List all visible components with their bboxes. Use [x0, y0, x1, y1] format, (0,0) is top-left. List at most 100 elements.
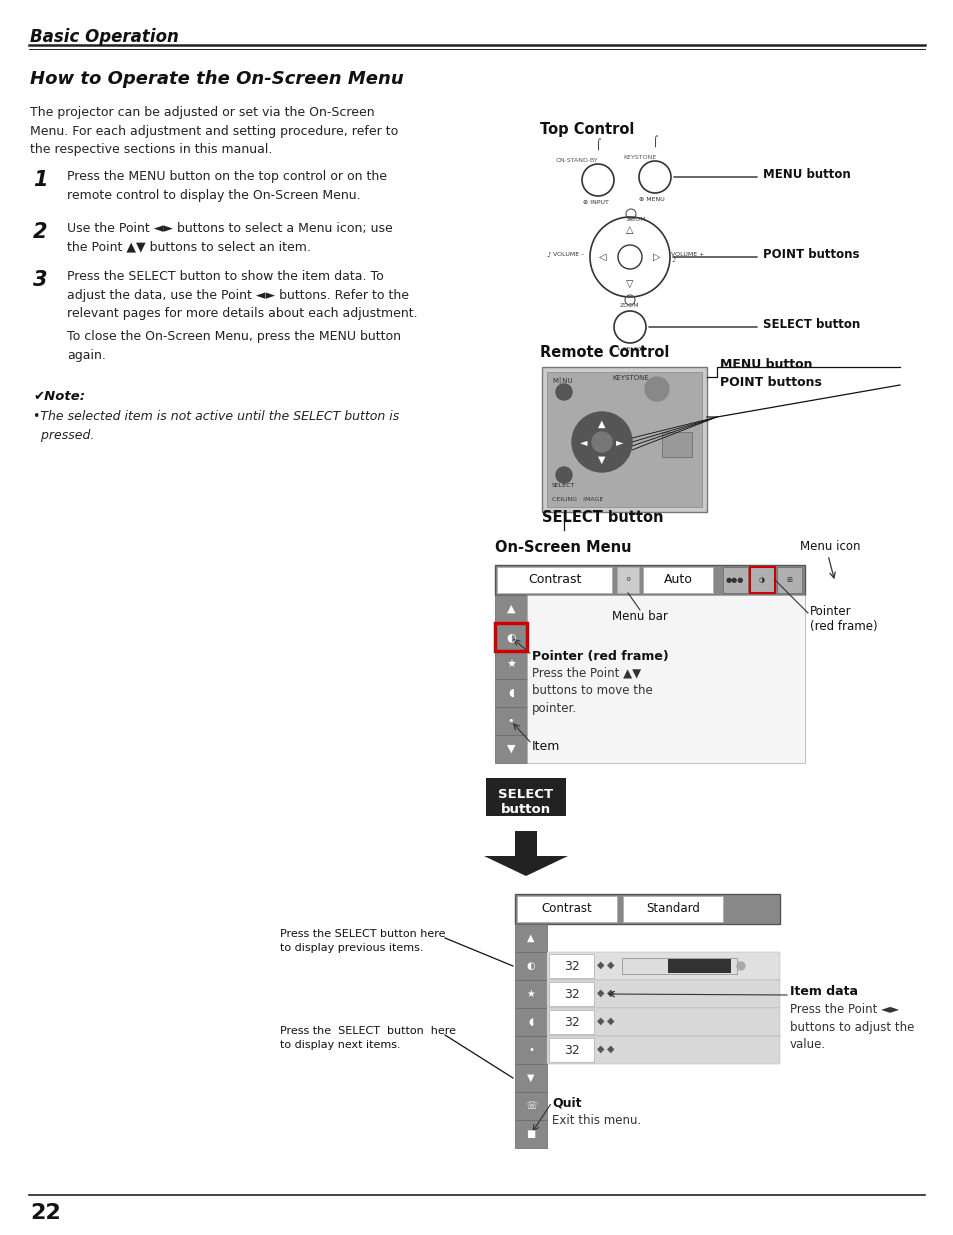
Text: ♪: ♪: [670, 257, 675, 263]
Text: ►: ►: [616, 437, 623, 447]
Bar: [546, 981, 780, 1008]
Text: Standard: Standard: [645, 902, 700, 915]
Text: SELECT button: SELECT button: [541, 510, 662, 525]
Text: POINT buttons: POINT buttons: [720, 375, 821, 389]
Bar: [776, 567, 801, 593]
Text: ●●●: ●●●: [725, 577, 743, 583]
Text: ◆: ◆: [606, 960, 614, 969]
Text: ▲: ▲: [506, 604, 515, 614]
Text: ✔Note:: ✔Note:: [33, 390, 85, 403]
Text: ⊕ INPUT: ⊕ INPUT: [582, 200, 608, 205]
Text: Contrast: Contrast: [541, 902, 592, 915]
Bar: [667, 960, 731, 973]
Text: Press the MENU button on the top control or on the
remote control to display the: Press the MENU button on the top control…: [67, 170, 387, 201]
Text: ◑: ◑: [759, 577, 764, 583]
Text: MENU button: MENU button: [720, 357, 812, 370]
Bar: [515, 952, 546, 981]
Text: On-Screen Menu: On-Screen Menu: [495, 540, 631, 555]
Text: Pointer (red frame): Pointer (red frame): [532, 650, 668, 663]
Circle shape: [592, 432, 612, 452]
Text: ◆: ◆: [597, 988, 604, 998]
Bar: [622, 897, 722, 923]
Text: ▷: ▷: [653, 252, 660, 262]
Text: 32: 32: [563, 960, 579, 973]
Text: ◖: ◖: [508, 688, 514, 698]
Text: ▲: ▲: [598, 419, 605, 429]
Bar: [497, 567, 612, 593]
Text: Press the SELECT button to show the item data. To
adjust the data, use the Point: Press the SELECT button to show the item…: [67, 270, 417, 320]
Text: 32: 32: [563, 1044, 579, 1057]
Text: SELECT
button: SELECT button: [497, 788, 553, 816]
Text: POINT buttons: POINT buttons: [762, 247, 859, 261]
Bar: [495, 651, 526, 679]
Text: ▼: ▼: [506, 743, 515, 755]
Text: Basic Operation: Basic Operation: [30, 28, 179, 46]
Text: CEILING   IMAGE: CEILING IMAGE: [552, 496, 602, 501]
Bar: [548, 1010, 594, 1034]
Text: Remote Control: Remote Control: [539, 345, 669, 359]
Text: Press the SELECT button here
to display previous items.: Press the SELECT button here to display …: [280, 929, 445, 952]
Bar: [546, 952, 780, 981]
Bar: [661, 432, 691, 457]
Text: ⊕ MENU: ⊕ MENU: [639, 198, 664, 203]
Text: Use the Point ◄► buttons to select a Menu icon; use
the Point ▲▼ buttons to sele: Use the Point ◄► buttons to select a Men…: [67, 222, 393, 253]
Text: Item: Item: [532, 740, 559, 753]
Text: ◖: ◖: [528, 1016, 533, 1028]
Text: ◆: ◆: [597, 960, 604, 969]
Text: ◆: ◆: [606, 1044, 614, 1053]
Text: •: •: [507, 716, 514, 726]
Text: ZOOM: ZOOM: [626, 217, 646, 222]
Text: ◆: ◆: [606, 1016, 614, 1026]
Text: ⌠: ⌠: [652, 135, 657, 147]
Text: VOLUME –: VOLUME –: [553, 252, 583, 258]
Text: 32: 32: [563, 1016, 579, 1029]
Text: The projector can be adjusted or set via the On-Screen
Menu. For each adjustment: The projector can be adjusted or set via…: [30, 106, 397, 156]
Bar: [548, 953, 594, 978]
Bar: [515, 894, 780, 924]
Bar: [495, 622, 526, 651]
Bar: [546, 1008, 780, 1036]
Text: ▼: ▼: [527, 1073, 535, 1083]
Bar: [515, 1092, 546, 1120]
Text: 1: 1: [33, 170, 48, 190]
Text: 22: 22: [30, 1203, 61, 1223]
Text: To close the On-Screen Menu, press the MENU button
again.: To close the On-Screen Menu, press the M…: [67, 330, 400, 362]
Text: ◆: ◆: [597, 1016, 604, 1026]
Bar: [546, 1036, 780, 1065]
Bar: [515, 1065, 546, 1092]
Text: Top Control: Top Control: [539, 122, 634, 137]
Text: Press the Point ◄►
buttons to adjust the
value.: Press the Point ◄► buttons to adjust the…: [789, 1003, 913, 1051]
Bar: [495, 564, 804, 595]
Text: ★: ★: [526, 989, 535, 999]
Text: ▲: ▲: [527, 932, 535, 944]
Text: •: •: [528, 1045, 534, 1055]
Text: Press the Point ▲▼
buttons to move the
pointer.: Press the Point ▲▼ buttons to move the p…: [532, 667, 652, 715]
Bar: [515, 924, 546, 952]
Text: VOLUME +: VOLUME +: [670, 252, 703, 258]
Bar: [546, 372, 701, 508]
Text: ■: ■: [526, 1129, 535, 1139]
Text: ◁: ◁: [598, 252, 606, 262]
Bar: [517, 897, 617, 923]
Text: ☏: ☏: [524, 1100, 537, 1112]
Bar: [722, 567, 747, 593]
Text: ◐: ◐: [506, 632, 516, 642]
Bar: [515, 1036, 546, 1065]
Text: Pointer
(red frame): Pointer (red frame): [809, 605, 877, 634]
Text: ◆: ◆: [606, 988, 614, 998]
Text: ⚬: ⚬: [622, 576, 632, 585]
Text: KEYSTONE: KEYSTONE: [612, 375, 648, 382]
Bar: [541, 367, 706, 513]
Text: Exit this menu.: Exit this menu.: [552, 1114, 640, 1128]
Text: M│NU: M│NU: [552, 377, 572, 385]
Text: △: △: [625, 225, 633, 235]
Text: ◆: ◆: [597, 1044, 604, 1053]
Text: 3: 3: [33, 270, 48, 290]
Text: Item data: Item data: [789, 986, 857, 998]
Bar: [515, 1008, 546, 1036]
Bar: [495, 706, 526, 735]
Bar: [495, 595, 526, 622]
Circle shape: [556, 467, 572, 483]
Bar: [495, 679, 526, 706]
Bar: [617, 567, 639, 593]
